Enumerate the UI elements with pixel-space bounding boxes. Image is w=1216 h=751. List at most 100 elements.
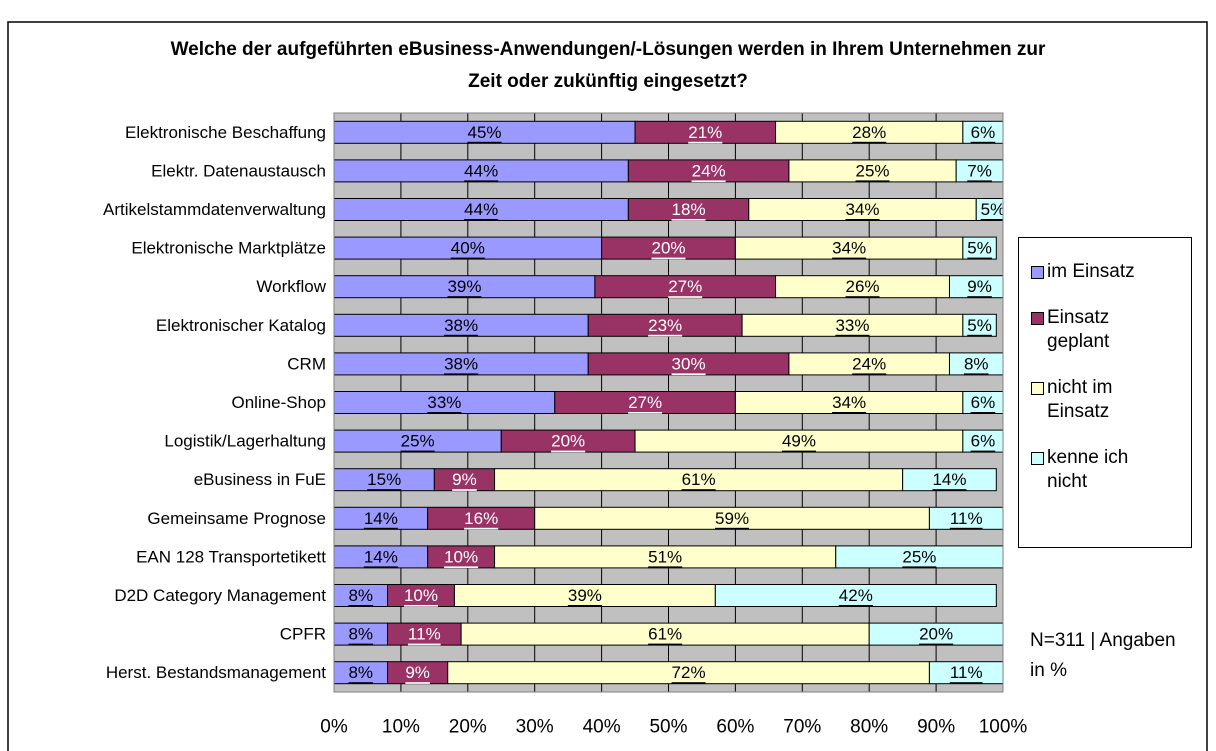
bar-segment — [975, 198, 1003, 221]
data-label: 25% — [401, 432, 435, 451]
data-label: 24% — [692, 161, 726, 180]
data-label: 14% — [364, 509, 398, 528]
data-label: 38% — [444, 316, 478, 335]
data-label: 28% — [852, 123, 886, 142]
data-label: 20% — [551, 432, 585, 451]
annotation: N=311 | Angaben in % — [1030, 630, 1176, 681]
data-label: 39% — [447, 277, 481, 296]
data-label: 16% — [464, 509, 498, 528]
data-label: 7% — [967, 161, 992, 180]
bars: 45% 21% 28% 6% 44% 24% 25% 7% 44% 18% 34% 5% 40% 20% 3… — [334, 120, 1006, 685]
data-label: 61% — [648, 625, 682, 644]
y-tick-label: Elektronische Marktplätze — [131, 239, 326, 258]
data-label: 72% — [672, 663, 706, 682]
bar-segment — [868, 622, 1003, 646]
data-label: 5% — [967, 316, 992, 335]
data-label: 45% — [468, 123, 502, 142]
data-label: 10% — [404, 586, 438, 605]
data-label: 30% — [672, 354, 706, 373]
y-tick-label: Elektronische Beschaffung — [125, 123, 326, 142]
x-tick-label: 70% — [783, 717, 821, 738]
data-label: 34% — [832, 393, 866, 412]
x-tick-label: 0% — [320, 717, 348, 738]
data-label: 14% — [932, 470, 966, 489]
y-tick-label: Herst. Bestandsmanagement — [106, 663, 326, 682]
data-label: 51% — [648, 547, 682, 566]
data-label: 27% — [668, 277, 702, 296]
data-label: 39% — [568, 586, 602, 605]
x-tick-label: 10% — [382, 717, 420, 738]
data-label: 5% — [967, 239, 992, 258]
legend-label: nicht im Einsatz — [1047, 377, 1113, 422]
x-tick-label: 20% — [449, 717, 487, 738]
y-tick-label: Logistik/Lagerhaltung — [164, 432, 326, 451]
data-label: 61% — [682, 470, 716, 489]
data-label: 26% — [845, 277, 879, 296]
y-tick-label: eBusiness in FuE — [194, 470, 326, 489]
x-tick-label: 60% — [716, 717, 754, 738]
plot-border — [333, 112, 1004, 693]
data-label: 11% — [950, 509, 983, 528]
data-label: 9% — [967, 277, 992, 296]
data-label: 23% — [648, 316, 682, 335]
data-label: 20% — [651, 239, 685, 258]
data-label: 25% — [902, 547, 936, 566]
x-tick-label: 40% — [583, 717, 621, 738]
data-label: 15% — [367, 470, 401, 489]
legend-label: Einsatz geplant — [1047, 307, 1110, 352]
legend-swatch — [1031, 312, 1044, 325]
data-label: 9% — [452, 470, 477, 489]
data-label: 44% — [464, 200, 498, 219]
data-label: 6% — [971, 432, 996, 451]
data-label: 8% — [964, 354, 989, 373]
data-label: 6% — [971, 123, 996, 142]
legend-item: im Einsatz — [1031, 260, 1185, 284]
y-tick-label: Online-Shop — [231, 393, 326, 412]
bar-segment — [902, 468, 997, 492]
data-label: 33% — [427, 393, 461, 412]
data-label: 38% — [444, 354, 478, 373]
y-tick-label: Workflow — [256, 277, 326, 296]
y-tick-label: CRM — [287, 354, 326, 373]
legend-swatch — [1031, 382, 1044, 395]
data-label: 27% — [628, 393, 662, 412]
legend-item: nicht im Einsatz — [1031, 376, 1185, 424]
bar-segment — [962, 313, 997, 337]
x-tick-label: 30% — [516, 717, 554, 738]
y-tick-label: Elektr. Datenaustausch — [151, 161, 326, 180]
data-label: 20% — [919, 625, 953, 644]
data-label: 8% — [348, 663, 373, 682]
data-label: 8% — [348, 586, 373, 605]
data-label: 18% — [672, 200, 706, 219]
data-label: 5% — [981, 200, 1006, 219]
data-label: 11% — [950, 663, 983, 682]
data-label: 42% — [839, 586, 873, 605]
data-label: 10% — [444, 547, 478, 566]
legend-item: kenne ich nicht — [1031, 446, 1185, 494]
x-tick-label: 50% — [649, 717, 687, 738]
data-label: 11% — [408, 625, 441, 644]
x-tick-label: 100% — [979, 717, 1028, 738]
legend-swatch — [1031, 266, 1044, 279]
data-label: 9% — [405, 663, 430, 682]
bar-segment — [948, 275, 1003, 299]
data-label: 49% — [782, 432, 816, 451]
data-label: 25% — [856, 161, 890, 180]
data-label: 44% — [464, 161, 498, 180]
y-tick-label: EAN 128 Transportetikett — [136, 547, 326, 566]
data-label: 33% — [835, 316, 869, 335]
y-tick-label: Gemeinsame Prognose — [147, 509, 326, 528]
data-label: 34% — [832, 239, 866, 258]
data-label: 21% — [688, 123, 722, 142]
bar-segment — [714, 584, 997, 607]
legend-item: Einsatz geplant — [1031, 306, 1185, 354]
y-tick-label: D2D Category Management — [114, 586, 326, 605]
chart-title: Welche der aufgeführten eBusiness-Anwend… — [170, 39, 1046, 92]
legend: im Einsatz Einsatz geplant nicht im Einsat… — [1018, 237, 1192, 548]
data-label: 6% — [971, 393, 996, 412]
y-tick-label: Artikelstammdatenverwaltung — [103, 200, 326, 219]
bar-segment — [962, 236, 997, 260]
bar-segment — [835, 545, 1003, 569]
